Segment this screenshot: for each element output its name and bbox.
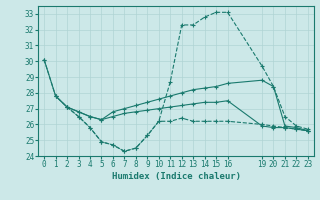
X-axis label: Humidex (Indice chaleur): Humidex (Indice chaleur) <box>111 172 241 181</box>
